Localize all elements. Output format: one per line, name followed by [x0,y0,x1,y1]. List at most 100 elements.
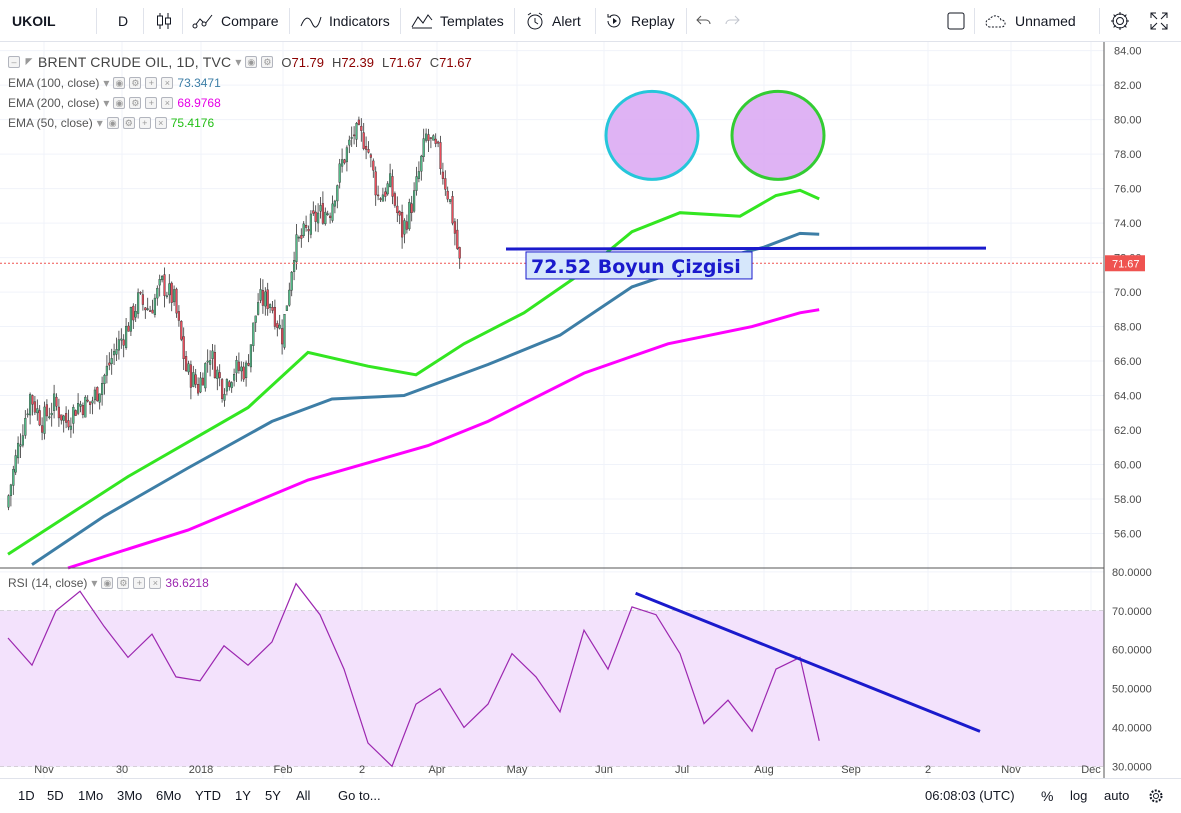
candle-body [449,199,452,202]
interval-button[interactable]: D [118,0,128,42]
settings-icon[interactable]: ⚙ [117,577,130,589]
chart-style-button[interactable] [155,0,173,42]
redo-button[interactable] [724,0,740,42]
candle-body [333,200,336,207]
settings-button[interactable] [1109,0,1131,42]
close-icon[interactable]: × [161,77,174,89]
price-tick-label: 84.00 [1114,46,1142,58]
range-button-1mo[interactable]: 1Mo [78,788,104,803]
price-tick-label: 82.00 [1114,80,1142,92]
range-button-all[interactable]: All [296,788,311,803]
candle-body [7,495,10,508]
candle-body [232,374,236,381]
candle-body [43,406,46,434]
candle-body [357,119,360,125]
undo-icon [696,15,711,25]
settings-icon[interactable]: ⚙ [261,56,274,68]
settings-icon[interactable]: ⚙ [129,77,142,89]
candle-body [148,310,152,312]
price-tick-label: 78.00 [1114,149,1142,161]
collapse-icon[interactable]: – [8,56,20,68]
top-circle [604,89,700,181]
alert-button[interactable]: Alert [525,0,581,42]
candle-body [192,372,195,387]
neckline-annotation[interactable] [505,246,987,251]
last-price-badge: 71.67 [1105,255,1145,272]
eye-icon[interactable]: ◉ [106,117,119,129]
candle-body [64,413,68,423]
undo-button[interactable] [696,0,712,42]
ema200-value: 68.9768 [177,96,221,110]
add-icon[interactable]: + [133,577,146,589]
time-tick-label: Apr [428,764,445,776]
range-button-3mo[interactable]: 3Mo [117,788,143,803]
candle-body [360,125,363,131]
neckline-label[interactable]: 72.52 Boyun Çizgisi [525,251,753,280]
range-button-1d[interactable]: 1D [18,788,35,803]
candle-body [237,361,240,371]
symbol-search[interactable]: UKOIL [12,0,56,42]
add-icon[interactable]: + [145,77,158,89]
time-tick-label: 30 [116,764,128,776]
replay-button[interactable]: Replay [604,0,675,42]
templates-button[interactable]: Templates [411,0,504,42]
candle-body [415,176,418,191]
candle-body [295,234,298,262]
candle-body [220,379,224,399]
candle-body [124,325,128,348]
eye-icon[interactable]: ◉ [113,97,126,109]
rsi-trendline[interactable] [635,591,981,733]
eye-icon[interactable]: ◉ [101,577,114,589]
percent-toggle[interactable]: % [1041,779,1053,813]
indicators-label: Indicators [329,13,390,29]
settings-button[interactable] [1148,779,1164,813]
chevron-down-icon[interactable]: ▾ [235,55,242,69]
settings-icon[interactable]: ⚙ [122,117,135,129]
settings-icon[interactable]: ⚙ [129,97,142,109]
candle-body [393,193,396,206]
candle-body [180,321,183,340]
chevron-down-icon[interactable]: ▾ [103,76,110,90]
fullscreen-button[interactable] [1150,0,1168,42]
eye-icon[interactable]: ◉ [113,77,126,89]
auto-toggle[interactable]: auto [1104,779,1129,813]
symbol-label: UKOIL [12,13,56,29]
candle-body [57,406,60,419]
candle-body [401,212,404,238]
rsi-tick-label: 50.0000 [1112,684,1152,696]
ohlc-high: H72.39 [332,54,374,70]
chart-canvas[interactable]: 72.52 Boyun Çizgisi 84.00 82.00 80.00 78.00… [0,42,1181,778]
candle-body [91,400,94,404]
candle-body [50,412,53,416]
chevron-down-icon[interactable]: ▾ [96,116,103,130]
chevron-down-icon[interactable]: ▾ [103,96,110,110]
candle-body [321,203,324,224]
add-icon[interactable]: + [138,117,151,129]
replay-label: Replay [631,13,675,29]
chevron-down-icon[interactable]: ▾ [91,576,98,590]
range-button-6mo[interactable]: 6Mo [156,788,182,803]
candle-body [247,363,250,366]
candle-body [55,396,58,407]
close-icon[interactable]: × [154,117,167,129]
range-button-5y[interactable]: 5Y [265,788,281,803]
range-button-1y[interactable]: 1Y [235,788,251,803]
candle-body [72,406,75,424]
range-button-ytd[interactable]: YTD [195,788,221,803]
fullscreen-toggle-button[interactable] [946,0,966,42]
compare-button[interactable]: Compare [192,0,279,42]
candle-body [381,194,384,202]
alarm-clock-icon [527,12,543,30]
close-icon[interactable]: × [161,97,174,109]
save-layout-button[interactable]: Unnamed [984,0,1076,42]
square-icon [947,12,965,30]
range-button-5d[interactable]: 5D [47,788,64,803]
goto-button[interactable]: Go to... [338,779,381,813]
indicators-button[interactable]: Indicators [300,0,390,42]
add-icon[interactable]: + [145,97,158,109]
candle-body [189,364,192,388]
log-toggle[interactable]: log [1070,779,1087,813]
candle-body [451,196,454,224]
eye-icon[interactable]: ◉ [245,56,258,68]
close-icon[interactable]: × [149,577,162,589]
